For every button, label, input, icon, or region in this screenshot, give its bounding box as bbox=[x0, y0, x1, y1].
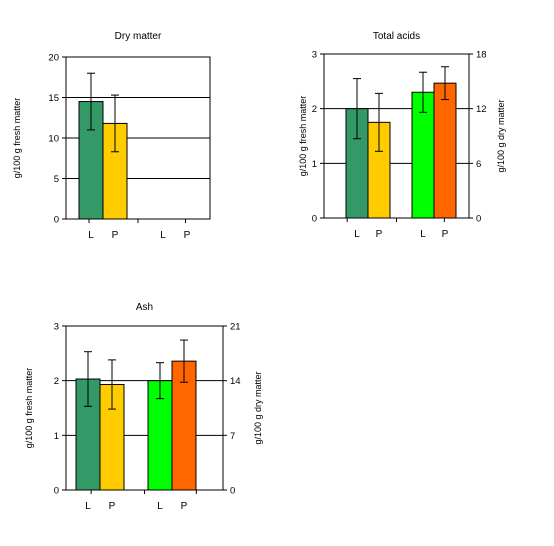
y-tick-label: 20 bbox=[48, 53, 59, 64]
x-tick-label: L bbox=[85, 501, 91, 512]
y-tick-label: 3 bbox=[54, 322, 59, 333]
y-tick-label: 0 bbox=[312, 214, 317, 225]
x-tick-label: P bbox=[112, 230, 119, 241]
y-tick-label: 5 bbox=[54, 174, 59, 185]
x-tick-label: P bbox=[184, 230, 191, 241]
y-right-tick-label: 0 bbox=[476, 214, 481, 225]
x-tick-label: L bbox=[160, 230, 166, 241]
y-tick-label: 15 bbox=[48, 93, 59, 104]
y-right-tick-label: 14 bbox=[230, 376, 241, 387]
chart-panel-3: Ash 0 1 2 3 0 7 14 21 L P L Pg/100 g fresh matter g/1… bbox=[24, 302, 263, 512]
y-tick-label: 0 bbox=[54, 486, 59, 497]
y-right-tick-label: 18 bbox=[476, 50, 487, 61]
chart-title: Total acids bbox=[373, 31, 420, 42]
y-tick-label: 3 bbox=[312, 50, 317, 61]
y-tick-label: 1 bbox=[312, 159, 317, 170]
y-right-tick-label: 0 bbox=[230, 486, 235, 497]
bar bbox=[433, 82, 457, 219]
y-right-tick-label: 21 bbox=[230, 322, 241, 333]
y-tick-label: 10 bbox=[48, 134, 59, 145]
y-right-axis-label: g/100 g dry matter bbox=[496, 99, 506, 172]
y-axis-label: g/100 g fresh matter bbox=[24, 368, 34, 449]
y-tick-label: 2 bbox=[312, 104, 317, 115]
x-tick-label: P bbox=[109, 501, 116, 512]
y-right-tick-label: 12 bbox=[476, 104, 487, 115]
y-tick-label: 2 bbox=[54, 376, 59, 387]
chart-panel-1: Dry matter 0 5 10 15 20 L P L Pg/100 g fresh matt… bbox=[12, 31, 211, 241]
x-tick-label: L bbox=[88, 230, 94, 241]
y-right-tick-label: 7 bbox=[230, 431, 235, 442]
chart-title: Dry matter bbox=[115, 31, 162, 42]
chart-title: Ash bbox=[136, 302, 153, 313]
x-tick-label: P bbox=[376, 229, 383, 240]
x-tick-label: L bbox=[420, 229, 426, 240]
y-right-axis-label: g/100 g dry matter bbox=[253, 371, 263, 444]
y-axis-label: g/100 g fresh matter bbox=[12, 98, 22, 179]
y-axis-label: g/100 g fresh matter bbox=[298, 96, 308, 177]
x-tick-label: L bbox=[354, 229, 360, 240]
y-tick-label: 1 bbox=[54, 431, 59, 442]
x-tick-label: P bbox=[442, 229, 449, 240]
x-tick-label: P bbox=[181, 501, 188, 512]
y-right-tick-label: 6 bbox=[476, 159, 481, 170]
y-tick-label: 0 bbox=[54, 215, 59, 226]
x-tick-label: L bbox=[157, 501, 163, 512]
